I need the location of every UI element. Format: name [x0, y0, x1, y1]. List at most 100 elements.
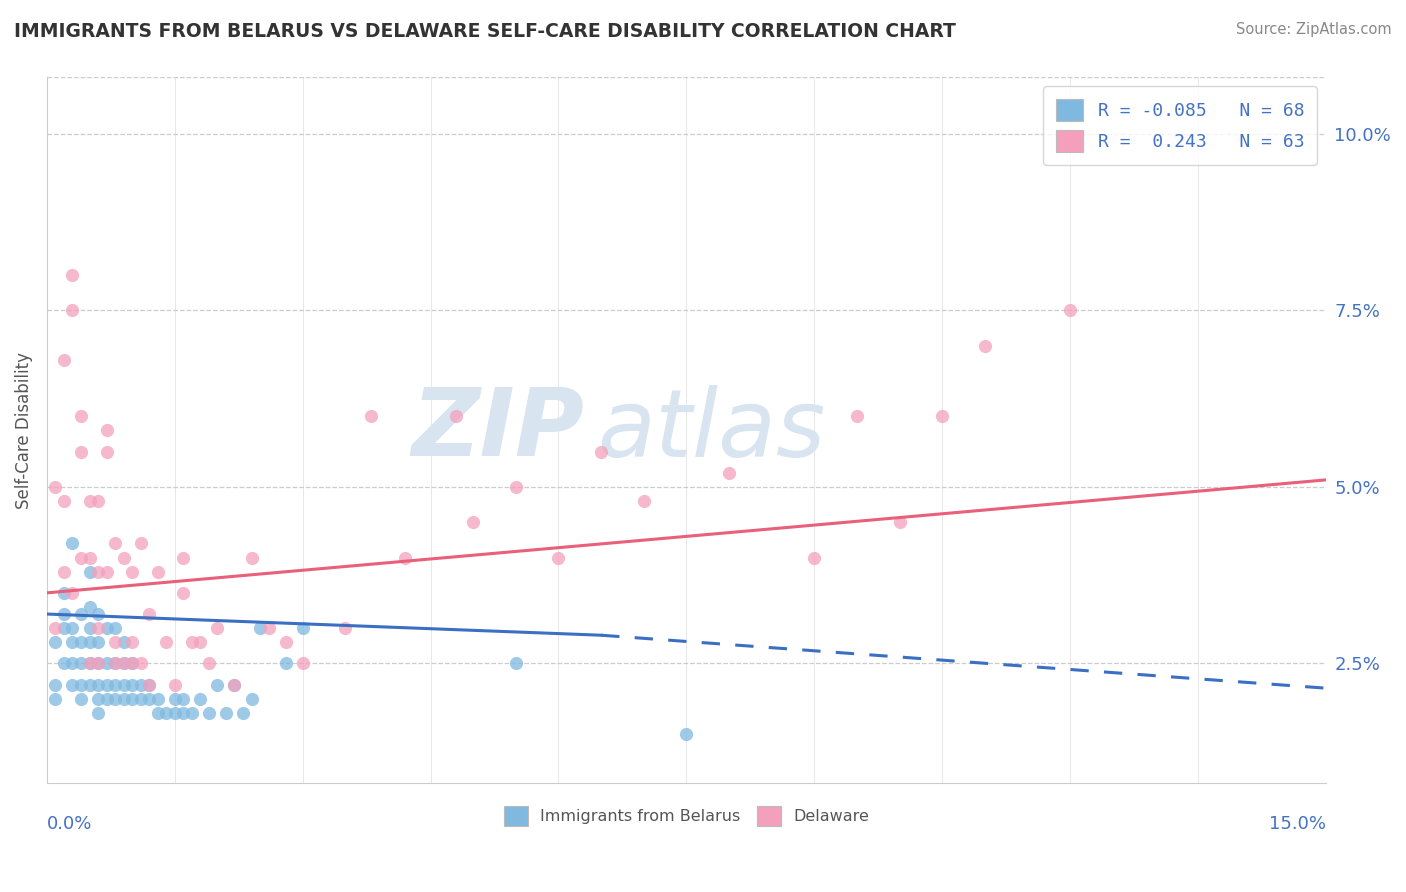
- Point: [112, 550, 135, 565]
- Point: [180, 706, 202, 720]
- Point: [803, 550, 825, 565]
- Point: [104, 691, 127, 706]
- Point: [62, 657, 84, 671]
- Point: [104, 635, 127, 649]
- Point: [224, 678, 246, 692]
- Point: [146, 565, 169, 579]
- Point: [52, 607, 75, 621]
- Point: [79, 657, 101, 671]
- Point: [104, 621, 127, 635]
- Point: [163, 678, 186, 692]
- Point: [96, 444, 118, 458]
- Point: [112, 635, 135, 649]
- Point: [62, 621, 84, 635]
- Text: ZIP: ZIP: [411, 384, 583, 476]
- Point: [121, 678, 143, 692]
- Point: [112, 678, 135, 692]
- Text: IMMIGRANTS FROM BELARUS VS DELAWARE SELF-CARE DISABILITY CORRELATION CHART: IMMIGRANTS FROM BELARUS VS DELAWARE SELF…: [14, 22, 956, 41]
- Point: [96, 621, 118, 635]
- Text: atlas: atlas: [598, 385, 825, 476]
- Point: [505, 657, 527, 671]
- Point: [79, 565, 101, 579]
- Point: [121, 565, 143, 579]
- Point: [70, 635, 93, 649]
- Point: [87, 691, 110, 706]
- Point: [44, 691, 66, 706]
- Point: [112, 691, 135, 706]
- Point: [96, 565, 118, 579]
- Point: [62, 586, 84, 600]
- Text: Source: ZipAtlas.com: Source: ZipAtlas.com: [1236, 22, 1392, 37]
- Point: [62, 268, 84, 282]
- Point: [172, 550, 194, 565]
- Point: [87, 706, 110, 720]
- Point: [62, 303, 84, 318]
- Point: [62, 678, 84, 692]
- Point: [360, 409, 382, 424]
- Point: [79, 621, 101, 635]
- Point: [52, 565, 75, 579]
- Point: [70, 444, 93, 458]
- Point: [172, 586, 194, 600]
- Point: [87, 657, 110, 671]
- Point: [121, 657, 143, 671]
- Point: [70, 691, 93, 706]
- Point: [207, 621, 229, 635]
- Point: [505, 480, 527, 494]
- Point: [70, 409, 93, 424]
- Point: [718, 466, 741, 480]
- Point: [70, 607, 93, 621]
- Point: [129, 536, 152, 550]
- Point: [633, 494, 655, 508]
- Point: [249, 621, 271, 635]
- Point: [96, 678, 118, 692]
- Point: [52, 586, 75, 600]
- Point: [52, 494, 75, 508]
- Point: [138, 691, 160, 706]
- Point: [121, 657, 143, 671]
- Point: [79, 599, 101, 614]
- Point: [79, 550, 101, 565]
- Point: [547, 550, 569, 565]
- Point: [121, 691, 143, 706]
- Point: [112, 657, 135, 671]
- Point: [190, 635, 212, 649]
- Point: [44, 621, 66, 635]
- Point: [79, 678, 101, 692]
- Point: [70, 550, 93, 565]
- Point: [291, 657, 314, 671]
- Point: [87, 494, 110, 508]
- Point: [52, 352, 75, 367]
- Point: [87, 657, 110, 671]
- Point: [104, 678, 127, 692]
- Point: [44, 480, 66, 494]
- Y-axis label: Self-Care Disability: Self-Care Disability: [15, 352, 32, 509]
- Point: [129, 691, 152, 706]
- Point: [52, 657, 75, 671]
- Point: [190, 691, 212, 706]
- Point: [104, 536, 127, 550]
- Point: [931, 409, 953, 424]
- Point: [155, 706, 177, 720]
- Point: [79, 494, 101, 508]
- Point: [104, 657, 127, 671]
- Point: [591, 444, 613, 458]
- Point: [444, 409, 467, 424]
- Point: [463, 515, 485, 529]
- Text: 15.0%: 15.0%: [1270, 815, 1326, 833]
- Point: [44, 635, 66, 649]
- Point: [79, 657, 101, 671]
- Legend: Immigrants from Belarus, Delaware: Immigrants from Belarus, Delaware: [498, 800, 876, 832]
- Point: [52, 621, 75, 635]
- Point: [96, 657, 118, 671]
- Point: [146, 691, 169, 706]
- Point: [180, 635, 202, 649]
- Point: [335, 621, 357, 635]
- Point: [112, 657, 135, 671]
- Point: [146, 706, 169, 720]
- Point: [240, 691, 263, 706]
- Point: [889, 515, 911, 529]
- Point: [87, 635, 110, 649]
- Point: [973, 339, 995, 353]
- Point: [87, 607, 110, 621]
